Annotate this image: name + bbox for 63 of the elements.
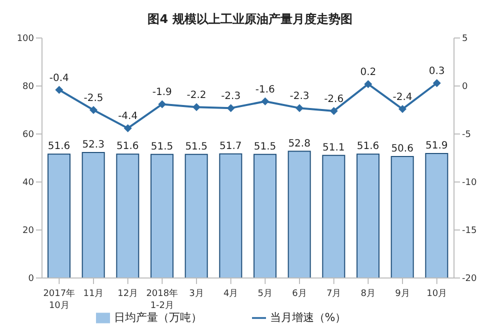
data-label: 52.8 — [288, 138, 310, 150]
y2-tick-label: 5 — [462, 34, 468, 44]
y-tick-label: 0 — [28, 274, 34, 284]
point — [261, 97, 270, 106]
data-label: -0.4 — [49, 72, 69, 84]
data-label: -1.6 — [255, 84, 275, 96]
data-label: -2.2 — [186, 90, 206, 102]
point — [296, 104, 304, 112]
data-label: 51.5 — [254, 141, 276, 152]
data-label: 51.5 — [185, 141, 208, 152]
y2-tick-label: -10 — [462, 178, 477, 188]
y2-tick-label: 0 — [462, 82, 468, 92]
data-label: 51.7 — [220, 140, 242, 152]
x-tick-label: 12月 — [118, 289, 138, 299]
data-label: 51.1 — [322, 142, 345, 154]
x-tick-label: 7月 — [326, 289, 342, 299]
data-label: 52.3 — [82, 139, 104, 150]
x-tick-label: 6月 — [292, 289, 307, 299]
data-label: -4.4 — [118, 111, 138, 122]
y-tick-label: 60 — [22, 130, 34, 140]
data-label: 0.3 — [428, 66, 445, 78]
x-tick-label: 9月 — [395, 289, 410, 299]
point — [226, 104, 235, 112]
data-label: 51.5 — [150, 141, 174, 152]
point — [90, 106, 98, 114]
data-label: -2.4 — [392, 92, 412, 104]
point — [398, 105, 406, 114]
x-tick-label: 10月 — [426, 289, 448, 299]
point — [192, 103, 200, 112]
data-label: -2.3 — [290, 91, 310, 102]
y-tick-label: 20 — [22, 226, 34, 236]
point — [124, 124, 132, 132]
data-label: 51.6 — [356, 141, 380, 152]
point — [432, 79, 441, 88]
x-tick-label: 3月 — [189, 289, 204, 299]
point — [55, 86, 64, 94]
x-tick-label: 5月 — [258, 289, 273, 299]
data-label: 50.6 — [391, 144, 414, 155]
data-label: 0.2 — [360, 67, 376, 78]
data-label: -2.3 — [221, 91, 241, 102]
data-label: -2.5 — [84, 93, 104, 104]
y-tick-label: 40 — [22, 178, 34, 188]
point — [158, 100, 166, 108]
y2-tick-label: -15 — [462, 226, 477, 236]
x-tick-label: 11月 — [83, 289, 104, 299]
y-tick-label: 80 — [22, 82, 34, 92]
data-label: -1.9 — [152, 87, 172, 98]
chart-title: 图4 规模以上工业原油产量月度走势图 — [146, 11, 354, 28]
y2-tick-label: -5 — [462, 130, 471, 140]
data-label: 51.9 — [426, 140, 448, 152]
x-tick-label: 4月 — [223, 289, 238, 299]
y-tick-label: 100 — [16, 34, 34, 44]
data-label: 51.6 — [48, 141, 70, 152]
legend-label: 当月增速（%） — [270, 311, 346, 324]
x-tick-label: 8月 — [360, 289, 376, 299]
legend-label: 日均产量（万吨） — [114, 311, 202, 324]
data-label: 51.6 — [116, 141, 139, 152]
point — [330, 106, 338, 115]
point — [364, 80, 372, 88]
y2-tick-label: -20 — [462, 274, 477, 284]
x-tick-label: 2017年 10月 — [43, 288, 76, 311]
x-tick-label: 2018年 1-2月 — [146, 288, 178, 311]
data-label: -2.6 — [324, 94, 344, 105]
